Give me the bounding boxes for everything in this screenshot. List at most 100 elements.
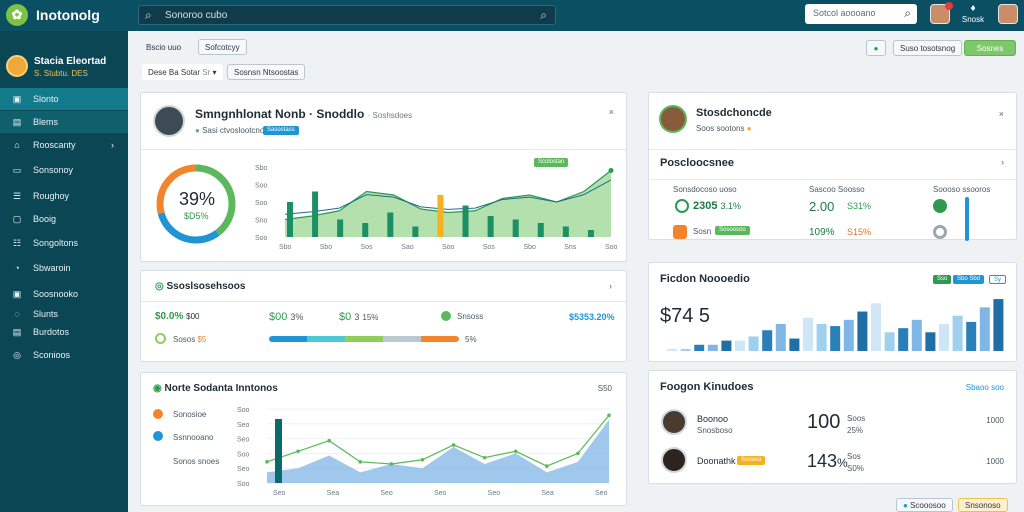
global-search-input[interactable]: ⌕ Sonoroo cubo ⌕ (138, 5, 556, 25)
row2-chip: Sosoosoo (715, 226, 750, 235)
refresh-button[interactable]: ● (866, 40, 886, 56)
filter-select-button[interactable]: Sosnsn Ntsoostas (227, 64, 306, 80)
y-tick-label: Soo (255, 235, 268, 242)
bar (512, 219, 519, 237)
combo-chart: Sbo Soo Soo Sno Soo Sbo Sbo Sos Sao Soo Sos Sbo Sns S… (255, 165, 618, 251)
bar (843, 319, 854, 351)
footer-button-1[interactable]: ● Scooosoo (896, 498, 953, 512)
sidebar-item-6[interactable]: ▢ Booig (0, 208, 128, 230)
data-point (296, 449, 300, 454)
primary-action-button[interactable]: Sosnes (964, 40, 1016, 56)
close-icon[interactable]: × (608, 107, 614, 117)
person-right-value: 1000 (986, 416, 1004, 425)
bar (925, 332, 936, 351)
sidebar-item-12[interactable]: ◎ Sconioos (0, 344, 128, 366)
info-icon: ● (903, 500, 908, 510)
bar (803, 317, 813, 351)
sidebar-item-label: Burdotos (33, 327, 70, 337)
data-point (607, 413, 611, 418)
card-title: Ficdon Noooedio (660, 273, 750, 285)
search-icon: ⌕ (904, 6, 911, 20)
card-right-value: S50 (597, 384, 612, 393)
account-avatar[interactable] (998, 4, 1018, 24)
card-action-label[interactable]: Sbaoo soo (965, 383, 1004, 392)
sidebar-item-label: Sbwaroin (33, 263, 71, 273)
section-title: Poscloocsnee (660, 157, 734, 169)
data-point (482, 455, 487, 460)
profile-name: Stacia Eleortad (34, 56, 107, 67)
secondary-search-input[interactable]: Sotcol aoooano ⌕ (805, 4, 917, 24)
bar (979, 307, 990, 351)
bar (939, 324, 949, 351)
x-tick-label: Sos (361, 244, 374, 251)
chevron-right-icon[interactable]: › (609, 281, 612, 291)
toolbar-link-1[interactable]: Bscio uuo (140, 39, 187, 55)
bar (587, 230, 594, 237)
search-submit-icon[interactable]: ⌕ (540, 8, 547, 22)
person-avatar[interactable] (661, 447, 687, 473)
profile-avatar[interactable] (153, 105, 185, 137)
app-title: Inotonolg (36, 7, 100, 23)
x-tick-label: Seo (380, 490, 393, 497)
person-metric-change: S0% (847, 464, 864, 473)
sidebar-item-label: Sonsonoy (33, 165, 74, 175)
footer-button-2[interactable]: Snsonoso (958, 498, 1008, 512)
sidebar-item-9[interactable]: ▣ Soosnooko (0, 283, 128, 305)
kpi-sub-label: Sosos $5 (173, 335, 207, 344)
legend-chip-3[interactable]: Sy (989, 275, 1007, 284)
person-avatar[interactable] (661, 409, 687, 435)
toolbar-button-2[interactable]: Sofcotcyy (198, 39, 247, 55)
legend-swatch (153, 431, 163, 441)
sidebar-item-10[interactable]: ◌ Slunts (0, 303, 128, 325)
person-subtitle: Snosboso (697, 426, 733, 435)
y-tick-label: Soo (237, 407, 250, 414)
sidebar-item-label: Songoltons (33, 238, 79, 248)
grid-icon: ☷ (12, 237, 22, 248)
legend-chip-2[interactable]: Sbo Sbd (953, 275, 985, 284)
date-filter-button[interactable]: Dese Ba Sotar Sr ▾ (142, 64, 223, 80)
home-icon: ⌂ (14, 140, 20, 150)
export-button[interactable]: Suso tosotsnog (893, 40, 963, 56)
sidebar-item-2[interactable]: ▤ Blems (0, 111, 128, 133)
legend-chip-1[interactable]: Sso (933, 275, 952, 284)
divider (141, 149, 626, 150)
close-icon[interactable]: × (998, 109, 1004, 119)
row2-change: S15% (847, 227, 872, 237)
data-point (389, 462, 394, 466)
area-series (285, 170, 611, 237)
legend-swatch (153, 409, 163, 419)
notifications-button[interactable]: ♦ Snosk (960, 3, 986, 24)
divider (649, 149, 1016, 150)
legend-label-2: Ssnnooano (173, 433, 214, 442)
y-tick-label: Sno (255, 218, 268, 225)
sidebar-item-7[interactable]: ☷ Songoltons (0, 232, 128, 254)
sidebar-item-label: Slonto (33, 94, 59, 104)
profile-avatar[interactable] (659, 105, 687, 133)
person-metric-change: 25% (847, 426, 864, 435)
profile-avatar[interactable] (6, 55, 28, 77)
x-tick-label: Sos (483, 244, 496, 251)
bar (537, 223, 544, 237)
secondary-search-placeholder: Sotcol aoooano (813, 8, 876, 18)
y-tick-label: Soo (237, 481, 250, 488)
user-avatar[interactable] (930, 4, 950, 24)
sidebar-item-5[interactable]: ☰ Roughoy (0, 185, 128, 207)
chart-headline-value: $74 5 (660, 305, 711, 327)
app-logo[interactable]: ✿ (6, 4, 28, 26)
profile-stats-card: Stosdchoncde Soos sootons ● × Poscloocsn… (648, 92, 1017, 241)
data-point (545, 464, 549, 468)
bar (362, 223, 369, 237)
sidebar-item-1[interactable]: ▣ Slonto (0, 88, 128, 110)
sidebar-item-8[interactable]: ◔ Sbwaroin (0, 257, 128, 279)
x-tick-label: Seo (434, 490, 447, 497)
sidebar-item-11[interactable]: ▤ Burdotos (0, 321, 128, 343)
trend-line (284, 179, 612, 215)
status-chip: Sasostass (263, 126, 299, 135)
chevron-right-icon[interactable]: › (1001, 157, 1004, 167)
bar (462, 205, 469, 237)
sidebar-item-4[interactable]: ▭ Sonsonoy (0, 159, 128, 181)
sidebar-item-3[interactable]: ⌂ Rooscanty › (0, 134, 128, 156)
chevron-right-icon: › (111, 140, 114, 150)
chart-legend-chip[interactable]: Scolostan (534, 158, 569, 167)
toolbar-link-label: Bscio uuo (146, 42, 182, 52)
